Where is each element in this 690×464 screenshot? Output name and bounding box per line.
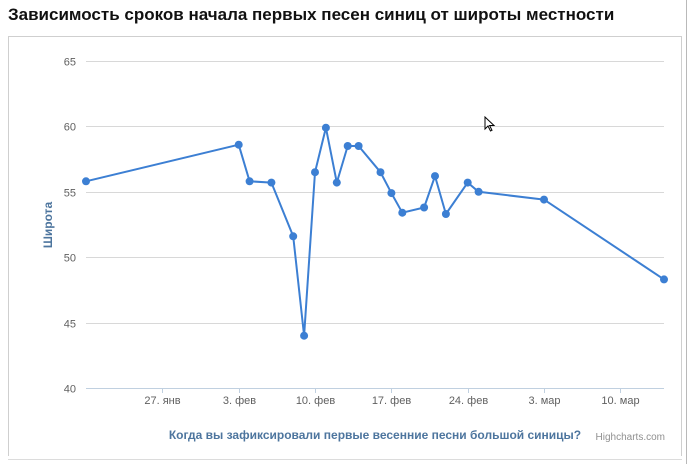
data-point[interactable]	[387, 189, 396, 198]
data-point[interactable]	[540, 195, 548, 204]
data-points[interactable]	[82, 123, 668, 340]
x-tick-label: 17. фев	[372, 395, 412, 407]
x-tick-labels: 27. янв 3. фев 10. фев 17. фев 24. фев 3. мар…	[144, 388, 640, 407]
data-point[interactable]	[321, 123, 330, 132]
data-point[interactable]	[300, 331, 309, 340]
data-point[interactable]	[463, 178, 472, 187]
y-tick-label: 60	[64, 122, 76, 134]
y-axis-title: Широта	[41, 202, 55, 249]
data-point[interactable]	[332, 178, 341, 187]
data-point[interactable]	[398, 208, 407, 217]
x-tick-label: 10. фев	[296, 395, 336, 407]
mouse-cursor-icon	[484, 116, 496, 132]
chart-bottom-divider	[8, 459, 682, 460]
y-tick-label: 40	[64, 384, 76, 396]
y-tick-label: 50	[64, 253, 76, 265]
chart-frame	[8, 36, 682, 456]
data-point[interactable]	[441, 210, 450, 218]
x-tick-label: 3. мар	[528, 395, 560, 407]
data-point[interactable]	[376, 168, 385, 177]
data-point[interactable]	[234, 140, 243, 149]
x-axis-title: Когда вы зафиксировали первые весенние п…	[169, 428, 581, 442]
x-tick-label: 10. мар	[601, 395, 639, 407]
x-tick-label: 24. фев	[449, 395, 489, 407]
gridlines	[86, 61, 664, 389]
y-tick-label: 55	[64, 188, 76, 200]
data-point[interactable]	[431, 172, 439, 181]
data-point[interactable]	[474, 187, 483, 196]
data-point[interactable]	[289, 232, 298, 241]
data-point[interactable]	[245, 177, 254, 186]
data-point[interactable]	[354, 142, 363, 150]
y-tick-label: 45	[64, 319, 76, 331]
data-point[interactable]	[343, 142, 352, 150]
y-tick-labels: 40 45 50 55 60 65	[64, 57, 76, 396]
x-tick-label: 3. фев	[223, 395, 256, 407]
x-tick-label: 27. янв	[144, 395, 180, 407]
y-tick-label: 65	[64, 57, 76, 69]
series-line	[85, 126, 665, 337]
page-divider	[686, 0, 687, 464]
data-point[interactable]	[311, 168, 319, 177]
credits-link[interactable]: Highcharts.com	[596, 432, 665, 443]
page-title: Зависимость сроков начала первых песен с…	[8, 5, 615, 24]
data-point[interactable]	[267, 178, 276, 187]
data-point[interactable]	[82, 177, 90, 186]
data-point[interactable]	[660, 275, 668, 284]
data-point[interactable]	[420, 203, 429, 212]
